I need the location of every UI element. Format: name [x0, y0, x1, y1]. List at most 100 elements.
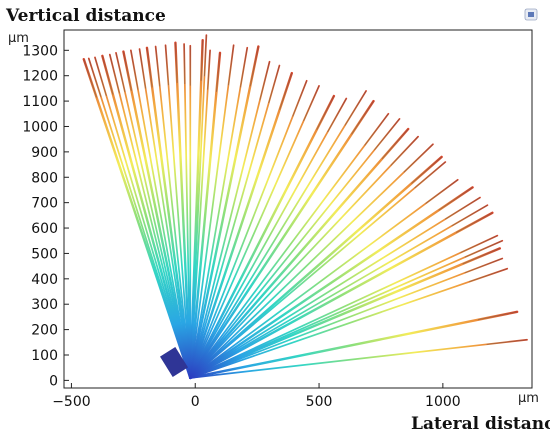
ray-tip: [115, 52, 126, 92]
ray-line: [189, 310, 519, 380]
y-axis-unit: µm: [8, 31, 29, 46]
ray-tip: [344, 90, 367, 126]
ray-tip: [462, 247, 501, 265]
ray-line: [189, 79, 308, 379]
x-tick-label: 500: [306, 394, 333, 410]
ray-line: [183, 43, 192, 379]
ray-tip: [438, 187, 473, 211]
ray-line: [189, 60, 271, 379]
ray-tip: [444, 197, 481, 220]
ray-line: [189, 338, 528, 379]
ray-line: [189, 135, 419, 379]
y-tick-label: 900: [31, 145, 58, 161]
ray-tip: [477, 311, 518, 321]
export-icon[interactable]: [524, 8, 538, 21]
y-tick-label: 400: [31, 272, 58, 288]
ray-tip: [364, 113, 389, 146]
ray-line: [189, 186, 474, 380]
ray-line: [189, 99, 375, 380]
ray-tip: [203, 35, 207, 77]
ray-tip: [155, 46, 161, 87]
ray-line: [87, 57, 192, 379]
y-tick-label: 500: [31, 246, 58, 262]
ray-line: [189, 143, 434, 379]
ray-line: [189, 51, 222, 380]
ray-tip: [227, 45, 235, 86]
ray-tip: [165, 45, 169, 86]
ray-tip: [381, 128, 409, 160]
ray-line: [189, 97, 348, 379]
ray-line: [189, 90, 367, 379]
ray-tip: [94, 57, 107, 97]
x-axis-ticks: −500 0 500 1000: [52, 383, 461, 410]
ray-tip: [390, 136, 419, 166]
ray-tip: [425, 179, 459, 204]
ray-tip: [207, 50, 211, 90]
ray-line: [189, 234, 499, 379]
source-block: [160, 347, 188, 377]
ray-tip: [279, 73, 293, 110]
x-axis-label: Lateral distance: [411, 414, 550, 434]
ray-line: [189, 45, 260, 380]
ray-tip: [316, 95, 335, 131]
ray-tip: [146, 47, 153, 88]
ray-line: [189, 196, 481, 379]
chart-title: Vertical distance: [5, 6, 166, 26]
ray-tip: [239, 47, 248, 88]
x-tick-label: −500: [52, 394, 90, 410]
ray-line: [164, 44, 192, 379]
ray-tip: [460, 235, 498, 254]
ray-tip: [464, 258, 503, 274]
ray-line: [108, 53, 192, 379]
ray-tip: [464, 240, 503, 258]
ray-tip: [200, 40, 204, 81]
y-tick-label: 0: [49, 373, 58, 389]
ray-line: [174, 41, 192, 380]
ray-tip: [351, 100, 374, 135]
ray-tip: [109, 54, 120, 94]
y-tick-label: 800: [31, 170, 58, 186]
ray-tip: [292, 80, 308, 117]
ray-line: [189, 127, 410, 380]
ray-tip: [455, 212, 493, 234]
ray-line: [189, 204, 489, 379]
ray-line: [130, 49, 192, 379]
ray-line: [189, 257, 504, 379]
ray-tip: [83, 59, 98, 98]
ray-tip: [139, 48, 147, 89]
ray-line: [189, 85, 320, 379]
ray-tip: [403, 143, 434, 173]
ray-line: [189, 155, 443, 380]
y-axis-ticks: 0 100 200 300 400 500 600 700 800 900 1000 1100 1200…: [22, 43, 69, 389]
ray-line: [189, 44, 235, 379]
ray-tip: [259, 61, 271, 100]
ray-tip: [469, 268, 508, 283]
y-tick-label: 300: [31, 297, 58, 313]
ray-line: [101, 54, 192, 380]
ray-line: [189, 178, 459, 379]
x-axis-unit: µm: [518, 391, 539, 406]
ray-tip: [414, 161, 446, 189]
ray-line: [189, 46, 249, 379]
ray-tip: [130, 50, 139, 90]
ray-tip: [183, 43, 186, 85]
ray-line: [189, 161, 447, 379]
ray-tip: [451, 204, 488, 227]
ray-tip: [88, 58, 102, 97]
ray-line: [138, 48, 192, 379]
rays-layer: [82, 34, 528, 380]
y-tick-label: 1200: [22, 69, 58, 85]
ray-tip: [122, 51, 132, 91]
ray-line: [189, 267, 509, 379]
ray-tip: [411, 156, 442, 184]
ray-line: [154, 45, 192, 379]
ray-line: [189, 112, 390, 379]
y-tick-label: 1000: [22, 119, 58, 135]
y-tick-label: 600: [31, 221, 58, 237]
x-tick-label: 1000: [425, 394, 461, 410]
y-tick-label: 100: [31, 348, 58, 364]
ray-tip: [486, 339, 528, 345]
ray-tip: [174, 42, 178, 83]
ray-line: [189, 211, 494, 380]
